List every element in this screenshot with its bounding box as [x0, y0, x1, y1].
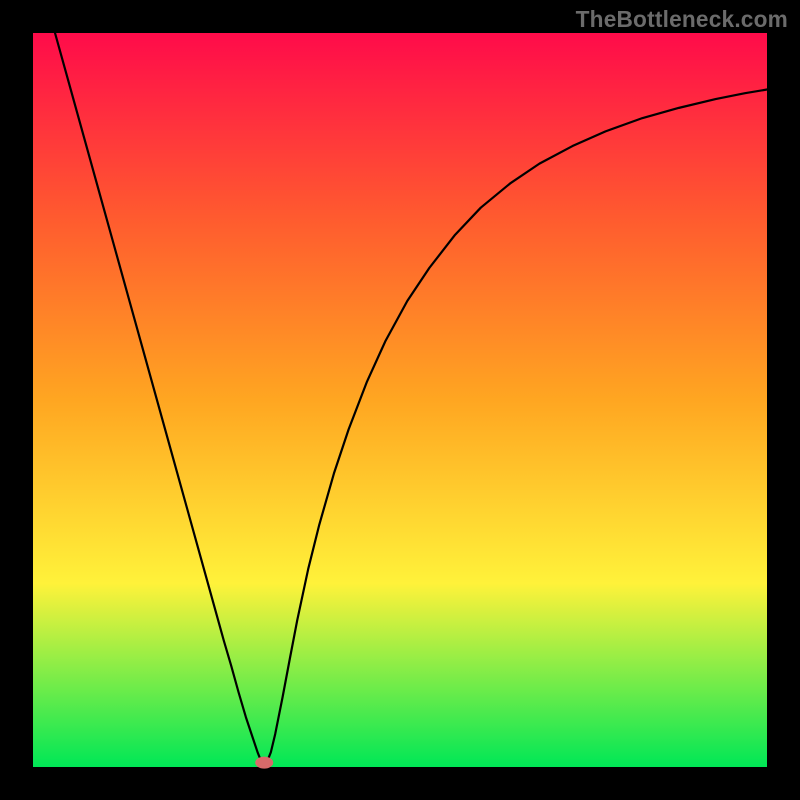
plot-area [33, 33, 767, 767]
bottleneck-curve [55, 33, 767, 763]
chart-container: TheBottleneck.com [0, 0, 800, 800]
optimal-point-marker [255, 757, 273, 769]
watermark-text: TheBottleneck.com [576, 6, 788, 33]
curve-layer [33, 33, 767, 767]
